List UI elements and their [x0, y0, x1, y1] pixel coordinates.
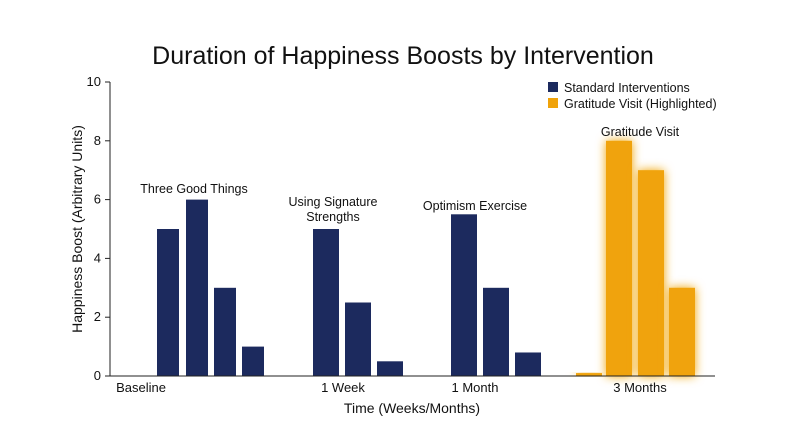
y-tick-label: 8: [94, 133, 101, 148]
legend-swatch-standard: [548, 82, 558, 92]
bar-standard: [157, 229, 179, 376]
y-tick-label: 4: [94, 250, 101, 265]
bar-standard: [345, 302, 371, 376]
bar-standard: [242, 346, 264, 376]
legend-swatch-highlighted: [548, 98, 558, 108]
legend-label-standard: Standard Interventions: [564, 81, 690, 95]
group-annotation-line: Strengths: [306, 210, 360, 224]
bar-standard: [515, 352, 541, 376]
legend-label-highlighted: Gratitude Visit (Highlighted): [564, 97, 717, 111]
group-annotation-line: Three Good Things: [140, 182, 247, 196]
y-tick-label: 0: [94, 368, 101, 383]
bar-standard: [377, 361, 403, 376]
group-annotation-line: Optimism Exercise: [423, 199, 527, 213]
chart-title: Duration of Happiness Boosts by Interven…: [152, 42, 654, 70]
bar-highlighted: [638, 170, 664, 376]
y-axis-label: Happiness Boost (Arbitrary Units): [69, 125, 85, 333]
y-tick-label: 2: [94, 309, 101, 324]
bar-standard: [214, 287, 236, 376]
y-tick-label: 10: [87, 74, 101, 89]
bar-highlighted: [606, 140, 632, 376]
bar-standard: [313, 229, 339, 376]
x-tick-label: 3 Months: [613, 380, 667, 395]
x-tick-label: 1 Week: [321, 380, 365, 395]
bar-standard: [186, 199, 208, 376]
bar-highlighted: [669, 287, 695, 376]
group-annotation: Gratitude Visit: [601, 125, 680, 139]
x-axis-label: Time (Weeks/Months): [344, 400, 480, 416]
bar-standard: [483, 287, 509, 376]
legend: Standard Interventions Gratitude Visit (…: [548, 81, 717, 111]
group-annotation-line: Using Signature: [289, 195, 378, 209]
x-tick-label: 1 Month: [452, 380, 499, 395]
group-annotation: Using Signature Strengths: [289, 195, 378, 224]
group-annotation: Optimism Exercise: [423, 199, 527, 213]
y-tick-label: 6: [94, 192, 101, 207]
group-annotation: Three Good Things: [140, 182, 247, 196]
bar-highlighted: [576, 373, 602, 376]
group-annotation-line: Gratitude Visit: [601, 125, 680, 139]
bar-standard: [451, 214, 477, 376]
x-tick-label: Baseline: [116, 380, 166, 395]
